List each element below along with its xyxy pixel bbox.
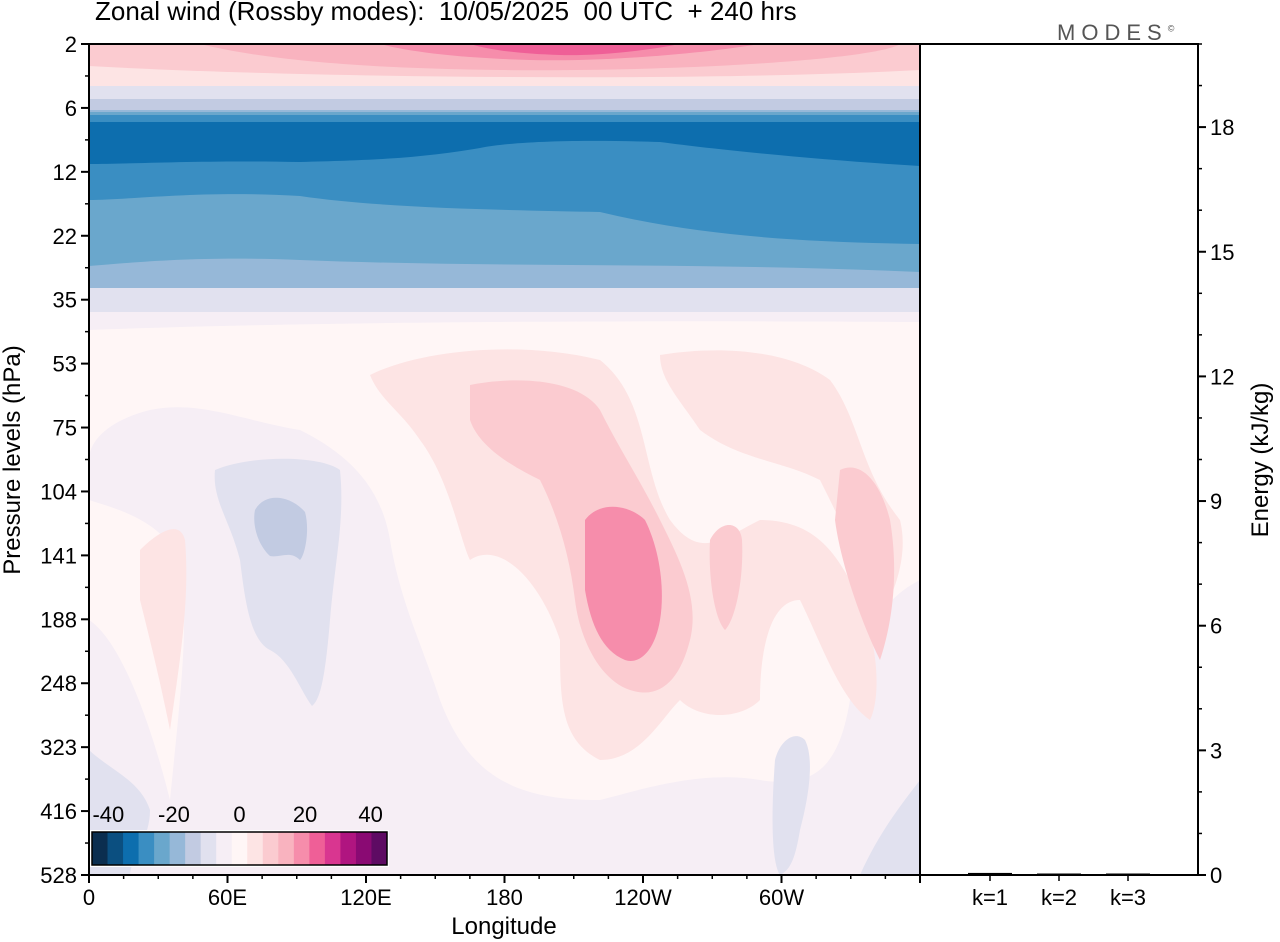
colorbar-swatch — [185, 832, 202, 865]
pressure-axis: 2 6 12 22 35 53 75 104 141 188 248 323 416 528 — [40, 32, 89, 888]
energy-bar — [968, 872, 1012, 875]
colorbar-swatch — [200, 832, 217, 865]
energy-tick-label: 6 — [1210, 614, 1222, 639]
y-tick-label: 22 — [53, 224, 77, 249]
y-tick-label: 141 — [40, 543, 77, 568]
y-tick-label: 12 — [53, 160, 77, 185]
colorbar-swatch — [355, 832, 372, 865]
colorbar-swatch — [216, 832, 233, 865]
x-tick-label: 120W — [614, 885, 672, 910]
y-tick-label: 528 — [40, 863, 77, 888]
colorbar-swatch — [123, 832, 140, 865]
colorbar-swatch — [262, 832, 279, 865]
colorbar-swatch — [138, 832, 155, 865]
colorbar-swatch — [371, 832, 388, 865]
contour-field — [89, 44, 920, 875]
colorbar-tick-label: -20 — [158, 802, 190, 827]
energy-category-label: k=2 — [1041, 885, 1077, 910]
colorbar-swatch — [107, 832, 124, 865]
colorbar-swatch — [92, 832, 109, 865]
colorbar-swatch — [278, 832, 295, 865]
colorbar-tick-label: 20 — [293, 802, 317, 827]
x-tick-label: 0 — [83, 885, 95, 910]
energy-axis: 0 3 6 9 12 15 18 — [1198, 43, 1234, 888]
logo-mark: © — [1167, 23, 1175, 34]
energy-tick-label: 0 — [1210, 863, 1222, 888]
energy-tick-label: 3 — [1210, 738, 1222, 763]
x-tick-label: 60E — [208, 885, 247, 910]
colorbar-swatch — [231, 832, 248, 865]
y-tick-label: 104 — [40, 479, 77, 504]
energy-axis-label: Energy (kJ/kg) — [1247, 383, 1274, 538]
energy-bar — [1037, 873, 1081, 875]
x-tick-label: 180 — [486, 885, 523, 910]
energy-tick-label: 12 — [1210, 364, 1234, 389]
colorbar-tick-label: -40 — [92, 802, 124, 827]
colorbar-swatch — [154, 832, 171, 865]
y-tick-label: 53 — [53, 352, 77, 377]
x-axis-label: Longitude — [451, 913, 556, 940]
colorbar-swatch — [309, 832, 326, 865]
energy-bars: k=1 k=2 k=3 — [968, 872, 1150, 910]
energy-category-label: k=1 — [972, 885, 1008, 910]
colorbar-tick-label: 0 — [233, 802, 245, 827]
chart-title: Zonal wind (Rossby modes): 10/05/2025 00… — [95, 0, 797, 26]
y-tick-label: 75 — [53, 416, 77, 441]
colorbar-swatch — [324, 832, 341, 865]
x-tick-label: 60W — [759, 885, 804, 910]
colorbar: -40 -20 0 20 40 — [90, 802, 389, 867]
x-tick-label: 120E — [340, 885, 391, 910]
energy-bar — [1106, 873, 1150, 875]
colorbar-swatch — [247, 832, 264, 865]
logo-text: MODES — [1057, 20, 1168, 45]
y-axis-label: Pressure levels (hPa) — [0, 345, 26, 574]
colorbar-tick-label: 40 — [358, 802, 382, 827]
energy-panel-frame — [919, 43, 1199, 876]
colorbar-swatch — [169, 832, 186, 865]
colorbar-swatch — [340, 832, 357, 865]
y-tick-label: 6 — [65, 96, 77, 121]
y-tick-label: 188 — [40, 607, 77, 632]
modes-logo: MODES© — [1057, 20, 1174, 46]
longitude-axis: 0 60E 120E 180 120W 60W — [83, 875, 921, 910]
y-tick-label: 323 — [40, 735, 77, 760]
energy-tick-label: 9 — [1210, 489, 1222, 514]
y-tick-label: 35 — [53, 288, 77, 313]
colorbar-frame — [91, 831, 388, 866]
y-tick-label: 416 — [40, 799, 77, 824]
energy-category-label: k=3 — [1110, 885, 1146, 910]
y-tick-label: 248 — [40, 671, 77, 696]
energy-tick-label: 15 — [1210, 240, 1234, 265]
colorbar-swatch — [293, 832, 310, 865]
y-tick-label: 2 — [65, 32, 77, 57]
energy-tick-label: 18 — [1210, 115, 1234, 140]
